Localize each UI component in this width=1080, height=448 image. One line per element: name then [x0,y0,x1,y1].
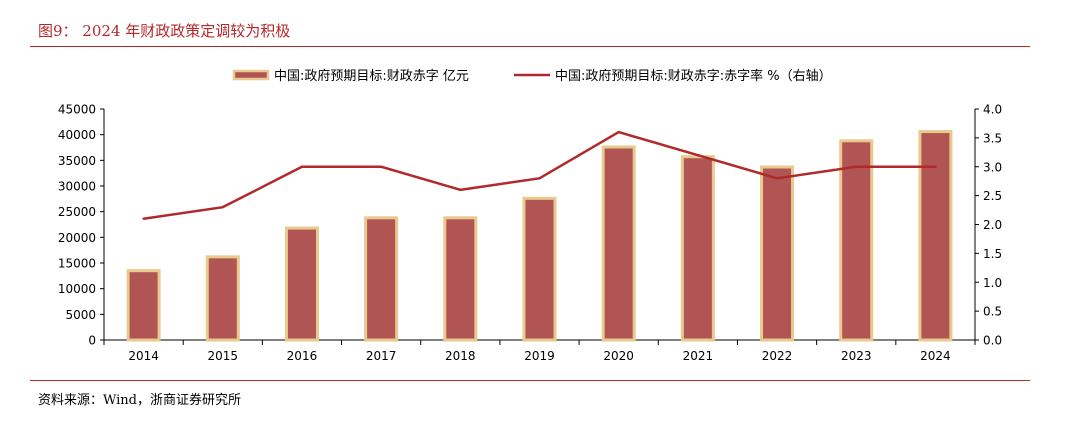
x-tick-label: 2018 [445,349,476,363]
line-point [142,217,145,220]
line-point [538,177,541,180]
legend-line-label: 中国:政府预期目标:财政赤字:赤字率 %（右轴） [555,68,832,84]
line-point [696,154,700,157]
legend: 中国:政府预期目标:财政赤字 亿元 中国:政府预期目标:财政赤字:赤字率 %（右… [232,68,832,84]
x-tick-label: 2015 [207,349,238,363]
bar [839,139,874,342]
bar [918,130,953,342]
line-point [379,165,383,168]
line-point [617,130,620,134]
y-left-tick-label: 40000 [58,128,96,142]
y-left-tick-label: 25000 [58,205,96,219]
y-left-tick-label: 5000 [65,308,96,322]
y-left-tick-label: 20000 [58,231,96,245]
y-left-tick-label: 15000 [58,257,96,271]
chart: 中国:政府预期目标:财政赤字 亿元 中国:政府预期目标:财政赤字:赤字率 %（右… [58,68,1002,364]
line-series [142,130,937,220]
source-note: 资料来源：Wind，浙商证券研究所 [38,393,241,408]
x-tick-label: 2019 [524,349,555,363]
bar [680,155,715,342]
bar [443,216,478,342]
y-left-tick-label: 30000 [58,180,96,194]
bar-series [126,130,953,342]
bar [601,145,636,342]
line-point [775,177,779,180]
legend-bar-label: 中国:政府预期目标:财政赤字 亿元 [274,69,469,84]
x-tick-label: 2022 [762,349,793,363]
y-right-tick-label: 2.5 [983,189,1002,203]
line-point [221,205,224,209]
x-tick-label: 2020 [603,349,634,363]
y-right-tick-label: 3.5 [983,131,1002,145]
legend-bar-swatch [232,69,270,81]
x-tick-label: 2014 [128,349,159,363]
bar [205,255,240,342]
y-right-tick-label: 2.0 [983,218,1002,232]
bar [760,165,795,342]
y-left-tick-label: 10000 [58,282,96,296]
line-point [934,165,937,168]
bar [126,269,161,342]
y-right-tick-label: 0.5 [983,305,1002,319]
line-point [855,165,858,168]
bar [284,226,319,342]
y-right-tick-label: 3.0 [983,160,1002,174]
y-right-tick-label: 0.0 [983,334,1002,348]
y-right-tick-label: 1.0 [983,276,1002,290]
x-tick-label: 2024 [920,349,951,363]
x-tick-label: 2016 [287,349,318,363]
y-right-tick-label: 1.5 [983,247,1002,261]
figure-title: 图9： 2024 年财政政策定调较为积极 [38,22,291,40]
line-point [300,165,304,168]
axes: 0 5000 10000 15000 20000 25000 30000 35000 40000… [58,103,1002,364]
source-rule [30,380,1030,381]
x-tick-label: 2023 [841,349,872,363]
bar [522,196,557,342]
line-point [459,188,462,192]
title-rule [30,46,1030,47]
x-tick-label: 2017 [366,349,397,363]
bar [364,216,399,342]
y-left-tick-label: 45000 [58,103,96,117]
x-tick-label: 2021 [683,349,714,363]
y-left-tick-label: 0 [88,334,96,348]
y-right-tick-label: 4.0 [983,103,1002,117]
y-left-tick-label: 35000 [58,154,96,168]
